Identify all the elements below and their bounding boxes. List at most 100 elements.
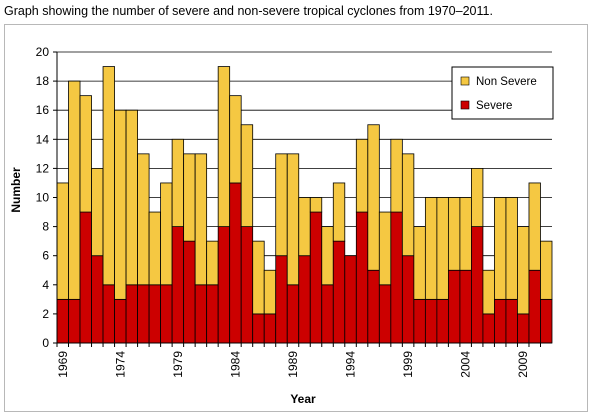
bar-severe-2003 bbox=[447, 269, 461, 344]
legend-box bbox=[451, 66, 554, 120]
x-tick-label: 2009 bbox=[516, 351, 530, 378]
bar-non-severe-1972 bbox=[91, 167, 104, 257]
bar-severe-1994 bbox=[344, 255, 357, 344]
bar-non-severe-1973 bbox=[102, 66, 115, 286]
bar-severe-1993 bbox=[332, 240, 346, 344]
bar-severe-1985 bbox=[240, 226, 254, 344]
bar-severe-2011 bbox=[540, 298, 553, 344]
bar-non-severe-1979 bbox=[171, 138, 185, 228]
legend: Non Severe Severe bbox=[451, 66, 554, 120]
y-tick-label: 12 bbox=[36, 161, 50, 175]
bar-severe-1974 bbox=[114, 298, 127, 344]
bar-non-severe-1990 bbox=[298, 197, 311, 257]
bar-severe-2008 bbox=[505, 298, 518, 344]
bar-severe-2010 bbox=[528, 269, 541, 344]
bar-non-severe-1986 bbox=[252, 240, 265, 315]
x-tick-label: 1974 bbox=[113, 351, 127, 378]
bar-severe-1975 bbox=[125, 284, 138, 344]
bar-non-severe-1987 bbox=[263, 269, 277, 315]
bar-severe-1984 bbox=[229, 182, 242, 344]
bar-non-severe-1974 bbox=[114, 109, 127, 300]
bar-severe-1969 bbox=[56, 298, 69, 344]
bar-non-severe-2010 bbox=[528, 182, 541, 271]
legend-label-non-severe: Non Severe bbox=[476, 76, 537, 88]
bar-non-severe-2008 bbox=[505, 197, 518, 300]
bar-severe-1999 bbox=[401, 255, 415, 344]
x-axis-label: Year bbox=[290, 392, 316, 406]
bar-severe-2005 bbox=[471, 226, 484, 344]
bar-severe-2004 bbox=[459, 269, 472, 344]
x-tick-label: 1999 bbox=[401, 351, 415, 378]
bar-severe-1982 bbox=[206, 284, 219, 344]
bar-severe-1976 bbox=[137, 284, 150, 344]
bar-severe-1970 bbox=[68, 298, 81, 344]
x-tick-label: 1969 bbox=[56, 351, 70, 378]
bar-non-severe-2007 bbox=[494, 197, 507, 300]
y-tick-label: 20 bbox=[36, 45, 50, 59]
bar-non-severe-1981 bbox=[194, 153, 208, 286]
y-tick-label: 2 bbox=[42, 307, 49, 321]
bar-severe-1983 bbox=[217, 226, 231, 344]
bar-non-severe-1978 bbox=[160, 182, 173, 286]
figure-caption: Graph showing the number of severe and n… bbox=[4, 4, 493, 18]
bar-non-severe-1992 bbox=[321, 226, 334, 286]
y-tick-label: 14 bbox=[36, 132, 50, 146]
bar-non-severe-1999 bbox=[401, 153, 415, 257]
y-tick-label: 6 bbox=[42, 249, 49, 263]
legend-swatch-severe bbox=[460, 100, 470, 110]
bar-non-severe-2003 bbox=[447, 197, 461, 271]
bar-non-severe-1975 bbox=[125, 109, 138, 286]
bar-non-severe-1996 bbox=[367, 124, 380, 271]
x-tick-label: 1979 bbox=[171, 351, 185, 378]
bar-severe-1998 bbox=[390, 211, 403, 344]
x-tick-label: 1989 bbox=[286, 351, 300, 378]
bar-severe-1991 bbox=[309, 211, 323, 344]
y-tick-label: 0 bbox=[42, 336, 49, 350]
bar-severe-2009 bbox=[517, 313, 530, 344]
y-tick-label: 10 bbox=[36, 191, 50, 205]
bar-severe-2006 bbox=[482, 313, 495, 344]
y-tick-label: 16 bbox=[36, 103, 50, 117]
bar-non-severe-1980 bbox=[183, 153, 196, 242]
bar-non-severe-2011 bbox=[540, 240, 553, 300]
bar-severe-1995 bbox=[355, 211, 369, 344]
x-tick-label: 2004 bbox=[459, 351, 473, 378]
bar-non-severe-1985 bbox=[240, 124, 254, 227]
bar-severe-1981 bbox=[194, 284, 208, 344]
bar-severe-1987 bbox=[263, 313, 277, 344]
bar-severe-2000 bbox=[413, 298, 426, 344]
bar-severe-1990 bbox=[298, 255, 311, 344]
legend-label-severe: Severe bbox=[476, 100, 512, 112]
bar-severe-1986 bbox=[252, 313, 265, 344]
bar-non-severe-2001 bbox=[424, 197, 438, 300]
bar-non-severe-2005 bbox=[471, 167, 484, 227]
stacked-bar-chart: 0 2 4 6 8 10 12 14 16 18 20 1969 1974 1979 1984 1989 199… bbox=[9, 45, 554, 406]
legend-swatch-non-severe bbox=[460, 76, 470, 86]
bar-severe-2001 bbox=[424, 298, 438, 344]
bar-severe-1979 bbox=[171, 226, 185, 344]
bar-severe-1972 bbox=[91, 255, 104, 344]
y-tick-label: 4 bbox=[42, 278, 49, 292]
bar-non-severe-1991 bbox=[309, 197, 323, 213]
bar-non-severe-1970 bbox=[68, 80, 81, 300]
bar-non-severe-1982 bbox=[206, 240, 219, 286]
bar-non-severe-1976 bbox=[137, 153, 150, 286]
bar-non-severe-1971 bbox=[79, 95, 92, 213]
bar-severe-1989 bbox=[286, 284, 300, 344]
bar-severe-1971 bbox=[79, 211, 92, 344]
y-tick-label: 18 bbox=[36, 74, 50, 88]
bar-severe-2002 bbox=[436, 298, 449, 344]
bar-severe-1992 bbox=[321, 284, 334, 344]
chart-frame: 0 2 4 6 8 10 12 14 16 18 20 1969 1974 1979 1984 1989 199… bbox=[4, 24, 588, 412]
bar-non-severe-1995 bbox=[355, 138, 369, 213]
bar-non-severe-1984 bbox=[229, 95, 242, 184]
bar-non-severe-2000 bbox=[413, 226, 426, 300]
bar-non-severe-1983 bbox=[217, 66, 231, 228]
x-tick-label: 1994 bbox=[344, 351, 358, 378]
y-tick-label: 8 bbox=[42, 220, 49, 234]
bar-non-severe-1993 bbox=[332, 182, 346, 242]
bar-non-severe-2009 bbox=[517, 226, 530, 315]
bar-non-severe-1997 bbox=[378, 211, 392, 286]
bars bbox=[56, 66, 553, 344]
bar-non-severe-2006 bbox=[482, 269, 495, 315]
